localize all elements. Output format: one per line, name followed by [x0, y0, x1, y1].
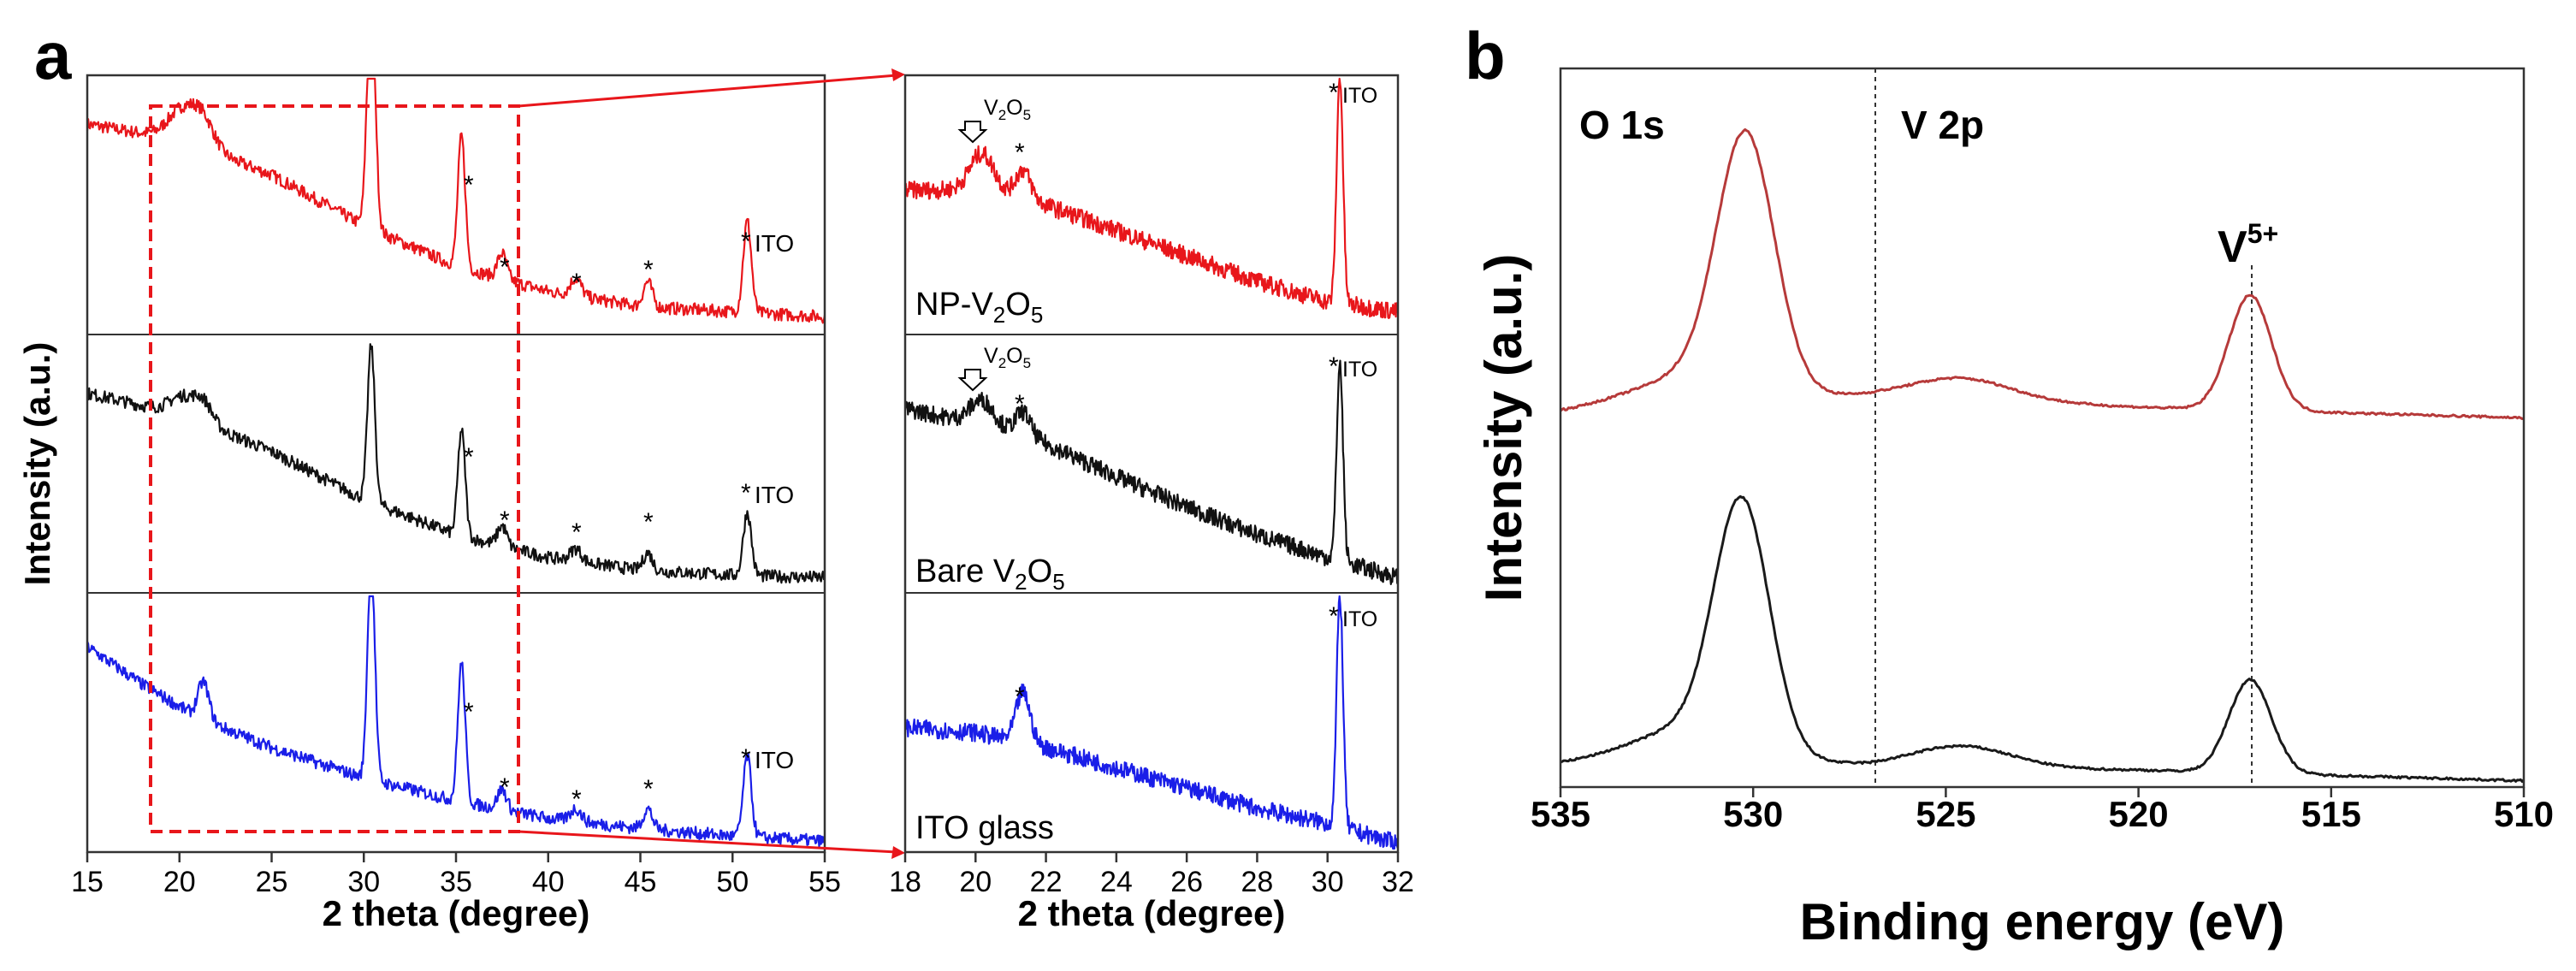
- xrd-zoom-series-bare-v2o5: [903, 359, 1400, 585]
- xps-tick-label: 535: [1531, 794, 1590, 834]
- ito-zoom-np: ITO: [1342, 84, 1377, 108]
- xrd-zoom-tick-label: 24: [1100, 866, 1133, 898]
- xrd-wide-tick-label: 40: [532, 866, 565, 898]
- ito-zoom-bare: ITO: [1342, 358, 1377, 382]
- star-bare-37: *: [500, 506, 510, 535]
- star-zoom-bare-21: *: [1015, 390, 1025, 418]
- xrd-wide-x-ticks: 15 20 25 30 35 40 45 50 55: [71, 852, 841, 898]
- xrd-wide-series-np-v2o5: [86, 77, 826, 324]
- star-zoom-ito-30: *: [1329, 602, 1339, 631]
- zoom-arrow-top: [891, 68, 905, 81]
- xrd-zoom-tick-label: 20: [959, 866, 992, 898]
- xrd-zoom-series-np-v2o5: [903, 77, 1400, 319]
- open-arrow-icon: [957, 369, 988, 392]
- star-ito-45: *: [643, 775, 654, 803]
- xps-plot: 535 530 525 520 515 510 O 1s V 2p V5+ Binding…: [1475, 67, 2554, 950]
- xps-tick-label: 510: [2494, 794, 2554, 834]
- xrd-wide-peak-markers: * * * * * ITO * * * * * ITO * * * * * IT…: [464, 171, 794, 814]
- zoom-connectors: [518, 68, 905, 859]
- xrd-zoom-tick-label: 18: [889, 866, 921, 898]
- star-bare-45: *: [643, 508, 654, 536]
- xps-tick-label: 515: [2301, 794, 2361, 834]
- xrd-wide-tick-label: 30: [347, 866, 380, 898]
- ito-label-bare: ITO: [755, 482, 794, 508]
- xrd-wide-tick-label: 50: [716, 866, 749, 898]
- panel-a-label: a: [34, 18, 72, 93]
- star-np-50: *: [741, 228, 751, 256]
- xps-tick-label: 520: [2109, 794, 2169, 834]
- v5-label: V5+: [2218, 218, 2278, 272]
- star-ito-35: *: [464, 698, 474, 726]
- xps-xlabel: Binding energy (eV): [1800, 893, 2285, 950]
- xrd-zoom-tick-label: 28: [1241, 866, 1274, 898]
- star-np-37: *: [500, 253, 510, 281]
- zoom-connector-top: [518, 74, 897, 108]
- xrd-ylabel: Intensity (a.u.): [17, 342, 57, 586]
- xps-series-upper-spectrum: [1559, 127, 2525, 420]
- xps-ylabel: Intensity (a.u.): [1475, 254, 1532, 602]
- ito-label-ito: ITO: [755, 747, 794, 773]
- star-bare-50: *: [741, 479, 751, 507]
- star-bare-41: *: [571, 518, 582, 547]
- xps-series-lower-spectrum: [1560, 494, 2526, 783]
- xrd-zoom-tick-label: 26: [1170, 866, 1203, 898]
- star-zoom-np-21: *: [1015, 139, 1025, 167]
- star-np-35: *: [464, 171, 474, 199]
- region-label-o1s: O 1s: [1579, 103, 1665, 147]
- star-ito-50: *: [741, 744, 751, 773]
- xrd-wide-tick-label: 15: [71, 866, 104, 898]
- star-np-41: *: [571, 269, 582, 297]
- star-zoom-bare-30: *: [1329, 352, 1339, 381]
- xps-tick-label: 525: [1916, 794, 1975, 834]
- v2o5-marker-np: V2O5 *: [957, 96, 1031, 167]
- sample-name-ito: ITO glass: [915, 810, 1054, 846]
- xrd-wide-traces: [86, 77, 826, 849]
- star-bare-35: *: [464, 443, 474, 471]
- v2o5-label-bare: V2O5: [984, 344, 1031, 371]
- xps-x-ticks: 535 530 525 520 515 510: [1531, 787, 2554, 834]
- star-ito-37: *: [500, 773, 510, 802]
- xrd-wide-series-ito-glass: [86, 595, 826, 849]
- ito-zoom-ito: ITO: [1342, 607, 1377, 631]
- xps-frame: [1559, 67, 2526, 789]
- xrd-zoom-tick-label: 22: [1030, 866, 1063, 898]
- star-ito-41: *: [571, 785, 582, 814]
- xrd-wide-series-bare-v2o5: [86, 343, 825, 584]
- star-np-45: *: [643, 256, 654, 284]
- xrd-wide-tick-label: 55: [808, 866, 841, 898]
- region-label-v2p: V 2p: [1901, 103, 1984, 147]
- xrd-zoom-tick-label: 32: [1382, 866, 1414, 898]
- xrd-zoom-tick-label: 30: [1312, 866, 1344, 898]
- open-arrow-icon: [957, 121, 988, 144]
- panel-b-label: b: [1465, 18, 1506, 93]
- sample-name-np: NP-V2O5: [915, 287, 1043, 328]
- xps-traces: [1559, 127, 2526, 783]
- star-zoom-np-30: *: [1329, 79, 1339, 107]
- star-zoom-ito-21: *: [1015, 683, 1025, 711]
- xrd-zoom-series-ito-glass: [903, 595, 1400, 850]
- xps-tick-label: 530: [1723, 794, 1783, 834]
- xrd-zoom-x-ticks: 18 20 22 24 26 28 30 32: [889, 852, 1414, 898]
- zoom-connector-bottom: [518, 830, 897, 854]
- xrd-wide-frame: [86, 74, 826, 854]
- xrd-zoom-plot: 18 20 22 24 26 28 30 32 V2O5 * V2O5 * * * ITO *…: [889, 74, 1414, 933]
- xrd-zoom-frame: [903, 74, 1400, 854]
- xrd-wide-plot: 15 20 25 30 35 40 45 50 55 * * * * * ITO * * * *…: [17, 74, 841, 933]
- xrd-wide-xlabel: 2 theta (degree): [323, 893, 590, 933]
- xrd-wide-tick-label: 35: [440, 866, 472, 898]
- xrd-wide-tick-label: 45: [625, 866, 657, 898]
- xrd-wide-tick-label: 25: [256, 866, 288, 898]
- v2o5-marker-bare: V2O5 *: [957, 344, 1031, 418]
- sample-name-bare: Bare V2O5: [915, 554, 1065, 595]
- ito-label-np: ITO: [755, 230, 794, 257]
- zoom-arrow-bottom: [891, 846, 905, 859]
- v2o5-label-np: V2O5: [984, 96, 1031, 123]
- xrd-wide-tick-label: 20: [163, 866, 196, 898]
- xrd-zoom-xlabel: 2 theta (degree): [1018, 893, 1286, 933]
- xrd-zoom-traces: [903, 77, 1400, 850]
